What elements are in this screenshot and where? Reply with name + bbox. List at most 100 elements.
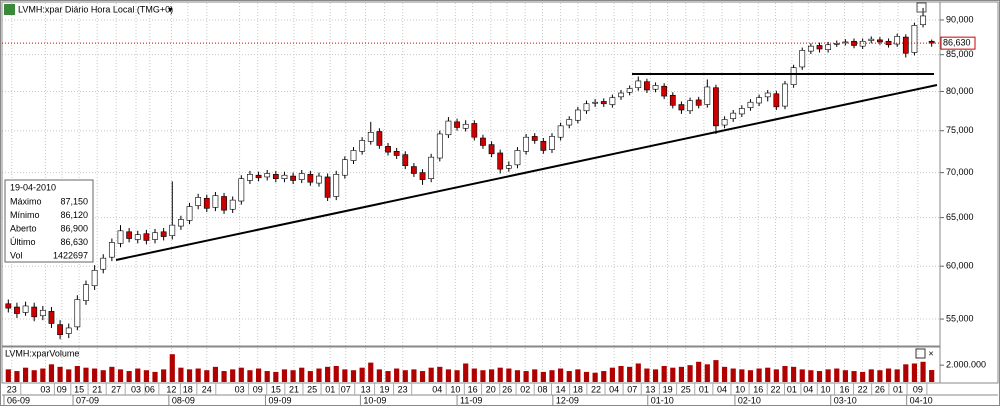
x-tick-label: 27 xyxy=(111,384,121,394)
x-tick-label: 10 xyxy=(450,384,460,394)
volume-bar xyxy=(627,366,633,382)
month-label: 07-09 xyxy=(76,395,99,405)
candle-body xyxy=(678,104,685,111)
candle-body xyxy=(376,131,383,146)
volume-bar xyxy=(204,370,210,382)
volume-title: LVMH:xparVolume xyxy=(5,348,79,358)
volume-bar xyxy=(825,369,831,382)
candle-body xyxy=(618,92,624,98)
volume-bar xyxy=(506,368,512,382)
volume-bar xyxy=(713,360,719,382)
title-dropdown[interactable]: ▾ xyxy=(168,4,173,14)
candle-body xyxy=(367,132,374,142)
x-tick-label: 08 xyxy=(537,384,547,394)
candle-body xyxy=(117,230,124,244)
volume-bar xyxy=(57,366,63,382)
volume-bar xyxy=(929,370,935,382)
info-box xyxy=(4,179,94,263)
y-tick-label: 60,000 xyxy=(946,261,974,271)
volume-bar xyxy=(670,367,676,382)
candle-body xyxy=(5,303,12,309)
candle-body xyxy=(57,324,63,336)
candle-body xyxy=(316,175,322,184)
x-tick-label: 13 xyxy=(361,384,371,394)
volume-bar xyxy=(618,366,624,382)
candle-body xyxy=(911,25,918,53)
x-tick-label: 01 xyxy=(699,384,709,394)
volume-bar xyxy=(212,366,219,382)
candle-body xyxy=(419,172,426,180)
candle-body xyxy=(462,123,469,129)
candle-body xyxy=(902,36,909,54)
month-label: 01-10 xyxy=(651,395,674,405)
volume-bar xyxy=(454,370,460,382)
x-tick-label: 04 xyxy=(609,384,619,394)
volume-bar xyxy=(609,367,615,382)
candle-body xyxy=(747,101,754,108)
candle-body xyxy=(574,109,581,121)
volume-bar xyxy=(635,363,641,382)
y-tick-label: 2.000.000 xyxy=(946,360,986,370)
close-button[interactable]: × xyxy=(928,348,933,358)
volume-bar xyxy=(583,371,590,382)
volume-bar xyxy=(437,366,443,382)
volume-bar xyxy=(100,370,106,382)
candle-body xyxy=(894,36,901,45)
month-label: 04-10 xyxy=(910,395,933,405)
volume-bar xyxy=(117,369,124,382)
x-tick-label: 15 xyxy=(74,384,84,394)
volume-bar xyxy=(799,369,805,382)
candle-body xyxy=(523,136,529,152)
volume-bar xyxy=(782,366,788,382)
grid xyxy=(2,3,940,382)
candle-body xyxy=(721,119,728,126)
x-tick-label: 16 xyxy=(753,384,763,394)
candle-body xyxy=(480,137,486,146)
volume-bar xyxy=(808,370,814,382)
candle-body xyxy=(540,141,547,151)
volume-bar xyxy=(471,368,477,382)
candle-body xyxy=(445,120,452,136)
candle-body xyxy=(644,81,650,91)
volume-bar xyxy=(247,370,253,382)
candle-body xyxy=(143,233,150,241)
volume-bar xyxy=(186,369,193,382)
volume-bar xyxy=(40,368,46,382)
volume-bar xyxy=(514,370,521,382)
volume-bar xyxy=(238,367,244,382)
x-tick-label: 22 xyxy=(770,384,780,394)
info-label: Máximo xyxy=(10,196,42,206)
candle-body xyxy=(272,174,279,179)
candle-body xyxy=(566,119,573,126)
candle-body xyxy=(333,174,340,197)
volume-bar xyxy=(394,368,400,382)
volume-bar xyxy=(903,364,909,382)
x-tick-label: 10 xyxy=(821,384,831,394)
volume-bar xyxy=(5,369,11,382)
candle-body xyxy=(514,150,521,166)
candle-body xyxy=(799,50,806,68)
volume-bar xyxy=(92,368,98,382)
candle-body xyxy=(669,95,676,106)
volume-bar xyxy=(109,366,115,382)
x-tick-label: 21 xyxy=(92,384,102,394)
volume-bar xyxy=(834,368,840,382)
candle-body xyxy=(48,311,55,324)
maximize-button[interactable] xyxy=(915,348,926,359)
y-tick-label: 70,000 xyxy=(946,167,974,177)
candle-body xyxy=(730,112,737,119)
volume-bar xyxy=(868,369,874,382)
volume-bar xyxy=(169,354,175,382)
candle-body xyxy=(756,97,762,104)
candle-body xyxy=(825,44,832,51)
month-label: 11-09 xyxy=(460,395,482,405)
candle-body xyxy=(307,174,314,183)
candle-body xyxy=(39,309,46,317)
x-tick-label: 26 xyxy=(502,384,512,394)
volume-bar xyxy=(14,371,20,382)
x-tick-label: 14 xyxy=(556,384,566,394)
volume-bar xyxy=(135,368,141,382)
volume-bar xyxy=(48,364,55,382)
candle-body xyxy=(773,93,780,108)
x-tick-label: 01 xyxy=(325,384,335,394)
